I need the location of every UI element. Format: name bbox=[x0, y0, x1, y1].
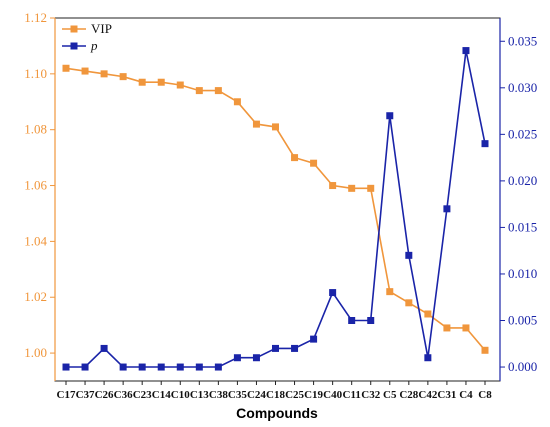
legend: VIP p bbox=[62, 21, 112, 53]
point-vip bbox=[62, 64, 70, 72]
point-vip bbox=[214, 87, 222, 95]
x-axis: C17 C37 C26 C36 C23 C14 C10 C13 C38 C35 C24 C18 C25 C… bbox=[57, 381, 492, 401]
legend-label: VIP bbox=[91, 21, 112, 36]
point-p bbox=[138, 363, 146, 371]
point-p bbox=[157, 363, 165, 371]
point-vip bbox=[100, 70, 108, 78]
left-tick-label: 1.08 bbox=[24, 122, 47, 137]
point-vip bbox=[252, 120, 260, 128]
x-tick-label: C28 bbox=[399, 389, 418, 401]
point-vip bbox=[195, 87, 203, 95]
x-axis-title: Compounds bbox=[236, 405, 318, 421]
point-vip bbox=[119, 73, 127, 81]
point-p bbox=[252, 354, 260, 362]
x-tick-label: C4 bbox=[459, 389, 473, 401]
point-p bbox=[214, 363, 222, 371]
right-tick-label: 0.025 bbox=[508, 126, 537, 141]
x-tick-label: C42 bbox=[418, 389, 437, 401]
x-tick-label: C26 bbox=[95, 389, 114, 401]
right-tick-label: 0.000 bbox=[508, 359, 537, 374]
left-tick-label: 1.10 bbox=[24, 66, 47, 81]
left-tick-label: 1.06 bbox=[24, 178, 47, 193]
series-line-p bbox=[66, 50, 486, 368]
point-p bbox=[272, 344, 279, 352]
point-p bbox=[424, 354, 432, 362]
point-vip bbox=[481, 346, 489, 354]
x-tick-label: C36 bbox=[114, 389, 133, 401]
point-p bbox=[100, 344, 108, 352]
x-tick-label: C23 bbox=[133, 389, 152, 401]
point-p bbox=[233, 354, 241, 362]
right-tick-label: 0.020 bbox=[508, 173, 537, 188]
point-p bbox=[462, 47, 470, 55]
point-p bbox=[386, 112, 394, 120]
point-vip bbox=[405, 299, 413, 307]
left-tick-label: 1.00 bbox=[24, 345, 47, 360]
point-p bbox=[81, 363, 89, 371]
right-tick-label: 0.015 bbox=[508, 219, 537, 234]
x-tick-label: C18 bbox=[266, 389, 285, 401]
x-tick-label: C13 bbox=[190, 389, 209, 401]
x-tick-label: C17 bbox=[57, 389, 76, 401]
series-layer bbox=[62, 47, 489, 371]
point-vip bbox=[233, 98, 241, 106]
point-vip bbox=[386, 288, 394, 296]
point-p bbox=[367, 317, 375, 324]
point-vip bbox=[272, 123, 279, 131]
left-tick-label: 1.04 bbox=[24, 233, 47, 248]
point-vip bbox=[424, 310, 432, 318]
right-tick-label: 0.035 bbox=[508, 33, 537, 48]
right-tick-label: 0.030 bbox=[508, 80, 537, 95]
x-tick-label: C10 bbox=[171, 389, 190, 401]
left-tick-label: 1.12 bbox=[24, 10, 47, 25]
x-tick-label: C8 bbox=[478, 389, 492, 401]
point-p bbox=[119, 363, 127, 371]
point-vip bbox=[81, 67, 89, 75]
x-tick-label: C11 bbox=[343, 389, 361, 401]
point-p bbox=[195, 363, 203, 371]
point-p bbox=[291, 344, 299, 352]
x-tick-label: C37 bbox=[76, 389, 95, 401]
point-vip bbox=[291, 154, 299, 162]
point-vip bbox=[367, 184, 375, 192]
x-tick-label: C32 bbox=[361, 389, 380, 401]
x-tick-label: C19 bbox=[304, 389, 323, 401]
point-vip bbox=[329, 182, 337, 190]
point-vip bbox=[157, 78, 165, 86]
left-y-axis: 1.00 1.02 1.04 1.06 1.08 1.10 1.12 bbox=[24, 10, 56, 381]
x-tick-label: C14 bbox=[152, 389, 171, 401]
point-vip bbox=[443, 324, 451, 332]
point-p bbox=[405, 251, 413, 259]
x-tick-label: C5 bbox=[383, 389, 397, 401]
point-p bbox=[481, 140, 489, 148]
point-vip bbox=[310, 159, 318, 167]
point-vip bbox=[462, 324, 470, 332]
legend-marker bbox=[70, 25, 78, 33]
left-tick-label: 1.02 bbox=[24, 289, 47, 304]
x-tick-label: C24 bbox=[247, 389, 266, 401]
point-vip bbox=[348, 184, 356, 192]
point-vip bbox=[176, 81, 184, 89]
point-p bbox=[443, 205, 451, 213]
x-tick-label: C40 bbox=[323, 389, 342, 401]
legend-marker bbox=[70, 42, 78, 50]
point-p bbox=[176, 363, 184, 371]
right-y-axis: 0.000 0.005 0.010 0.015 0.020 0.025 0.030 0.035 bbox=[499, 18, 537, 381]
series-line-vip bbox=[65, 67, 486, 351]
x-tick-label: C31 bbox=[437, 389, 456, 401]
x-tick-label: C25 bbox=[285, 389, 304, 401]
point-vip bbox=[138, 78, 146, 86]
x-tick-label: C35 bbox=[228, 389, 247, 401]
point-p bbox=[310, 335, 318, 343]
plot-frame bbox=[54, 17, 501, 382]
point-p bbox=[329, 289, 337, 297]
legend-label: p bbox=[90, 38, 98, 53]
x-tick-label: C38 bbox=[209, 389, 228, 401]
right-tick-label: 0.010 bbox=[508, 266, 537, 281]
point-p bbox=[62, 363, 70, 371]
right-tick-label: 0.005 bbox=[508, 313, 537, 328]
point-p bbox=[348, 317, 356, 324]
